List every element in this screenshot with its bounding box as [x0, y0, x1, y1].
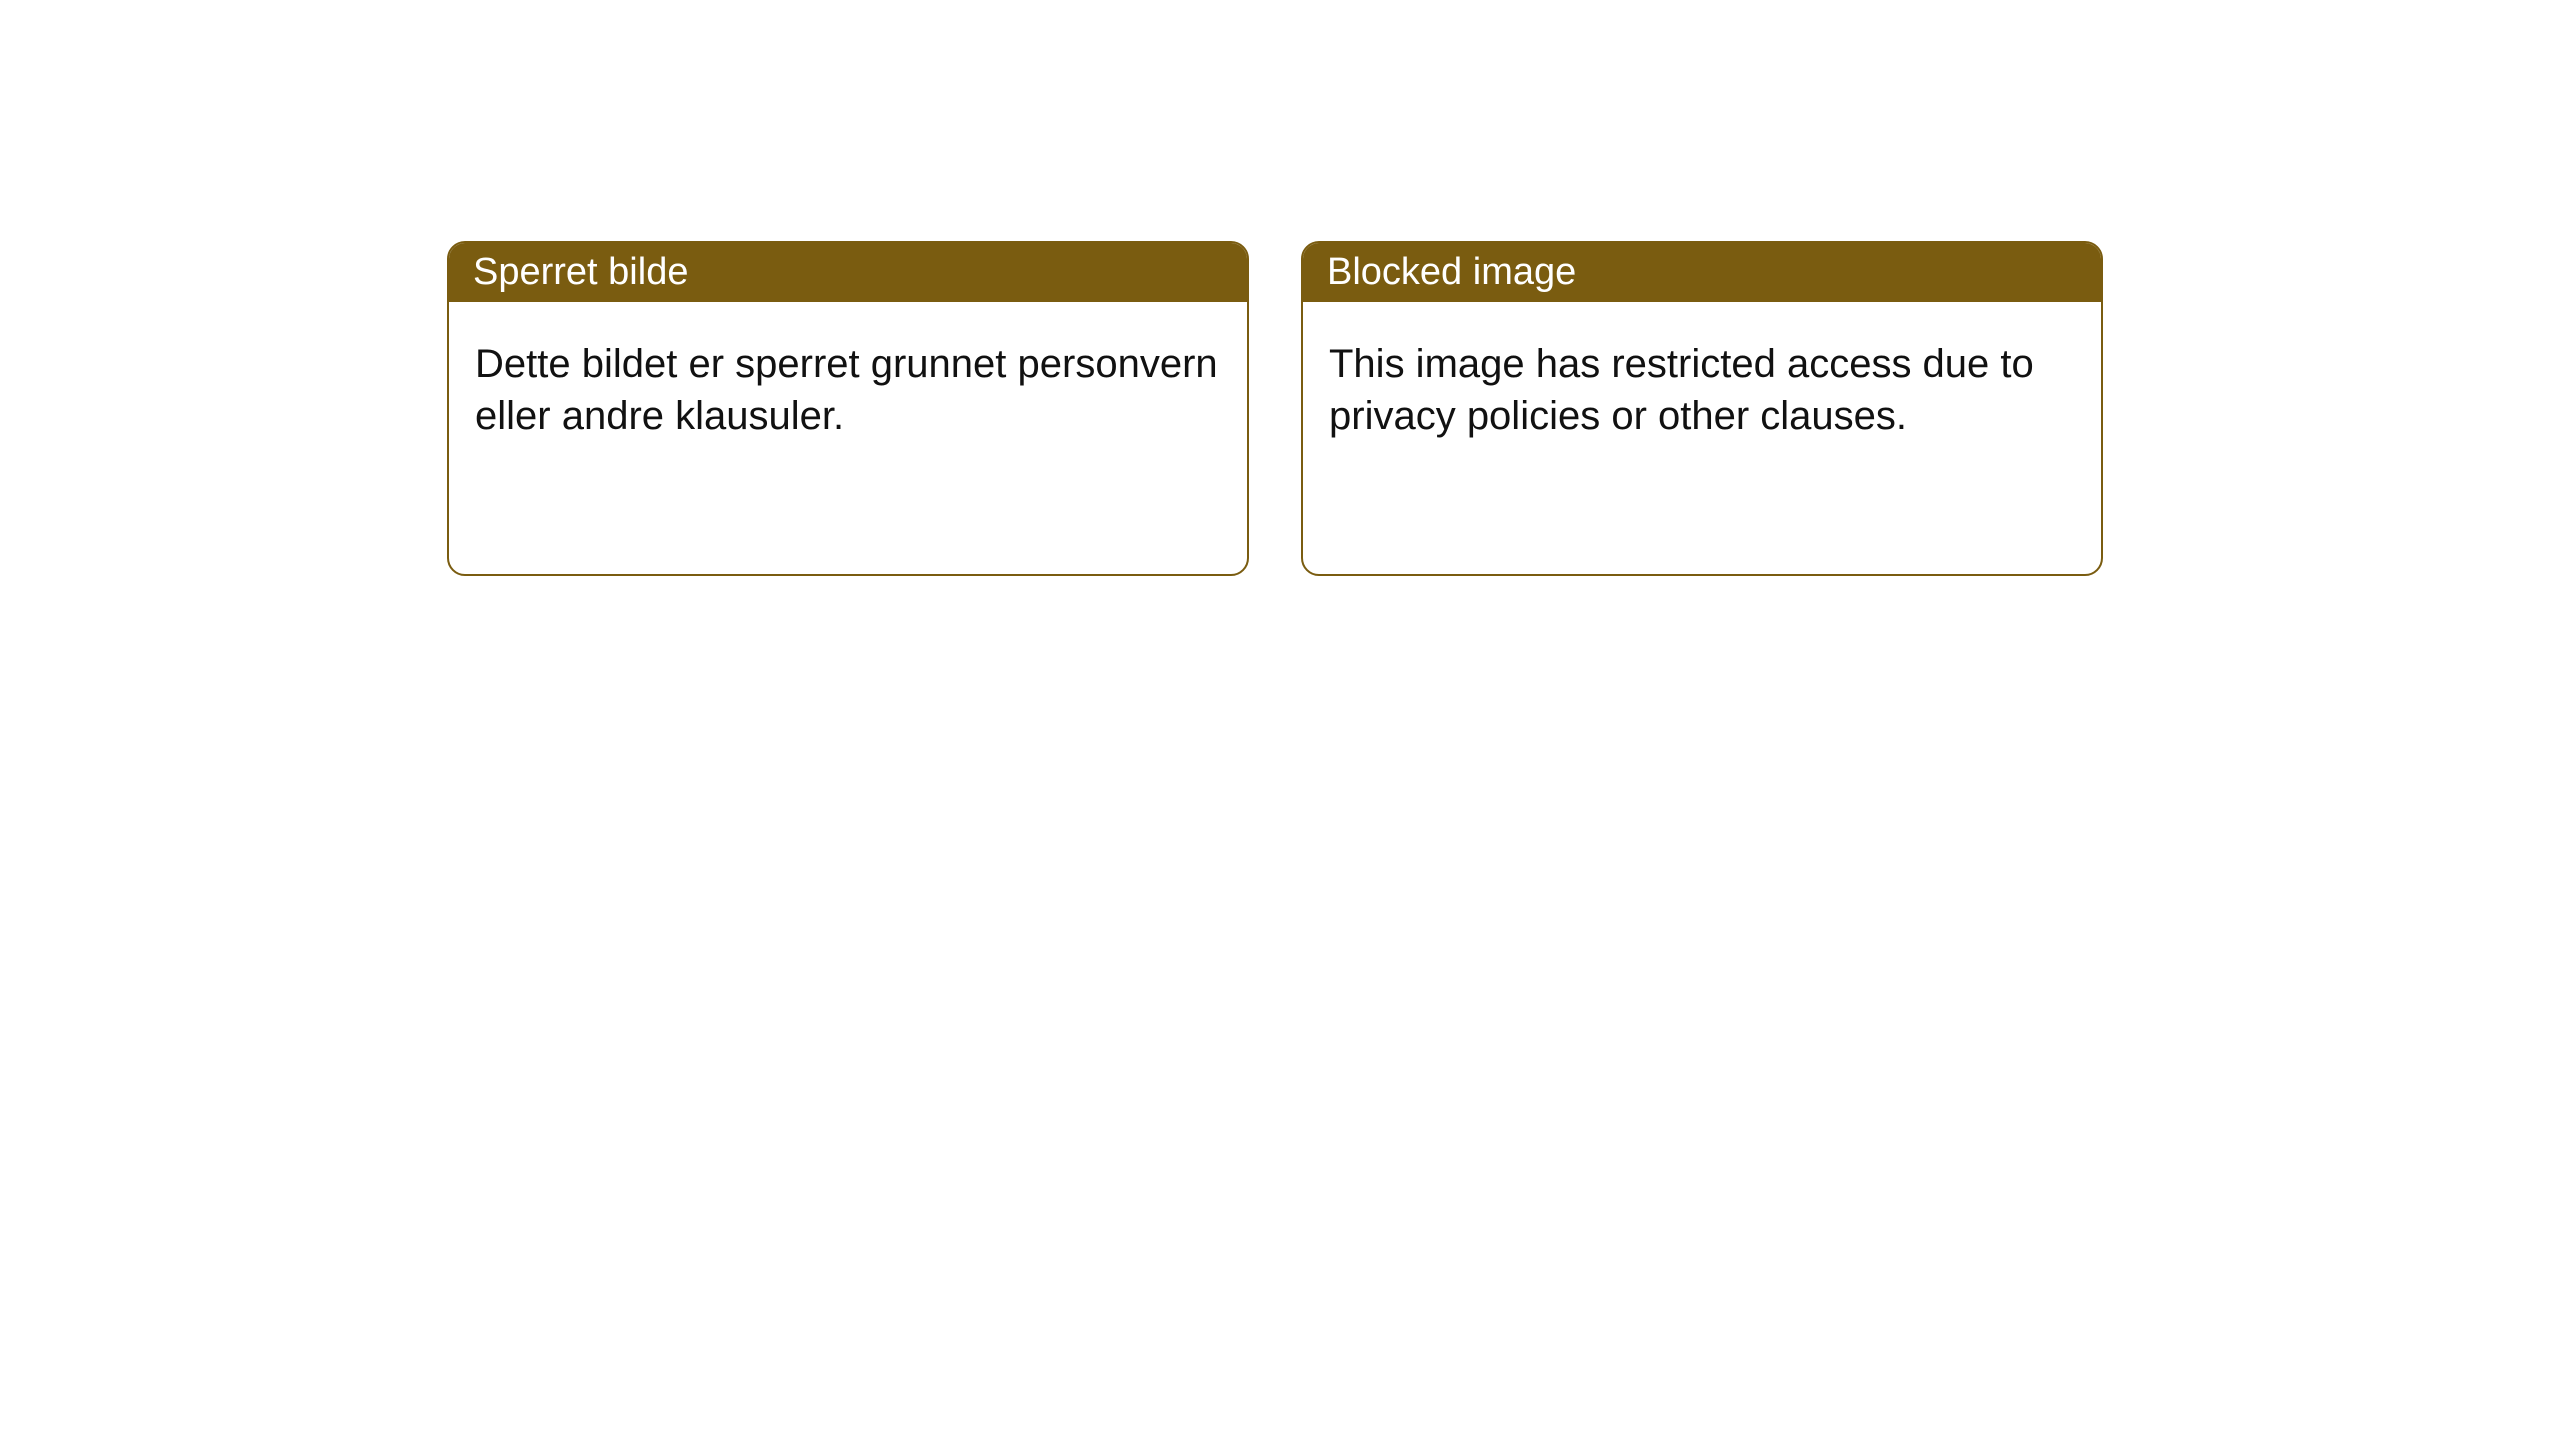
notice-title-english: Blocked image: [1303, 243, 2101, 302]
notice-container: Sperret bilde Dette bildet er sperret gr…: [0, 0, 2560, 576]
notice-card-english: Blocked image This image has restricted …: [1301, 241, 2103, 576]
notice-card-norwegian: Sperret bilde Dette bildet er sperret gr…: [447, 241, 1249, 576]
notice-body-norwegian: Dette bildet er sperret grunnet personve…: [449, 302, 1247, 478]
notice-title-norwegian: Sperret bilde: [449, 243, 1247, 302]
notice-body-english: This image has restricted access due to …: [1303, 302, 2101, 478]
